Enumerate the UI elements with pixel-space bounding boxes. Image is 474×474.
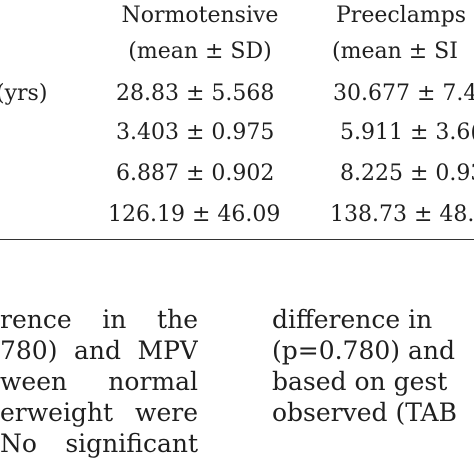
text-line: based on gest xyxy=(272,367,448,396)
table-bottom-rule xyxy=(0,239,474,240)
table-cell: 126.19 ± 46.09 xyxy=(108,202,281,227)
text-line: ween normal xyxy=(0,367,198,396)
column-subheader-normotensive: (mean ± SD) xyxy=(128,39,272,64)
table-cell: 6.887 ± 0.902 xyxy=(116,161,275,186)
text-line: rence in the xyxy=(0,305,198,334)
table-cell: 30.677 ± 7.4 xyxy=(333,81,474,106)
column-header-preeclampsia: Preeclamps xyxy=(336,3,467,28)
text-line: erweight were xyxy=(0,398,198,427)
text-line: difference in xyxy=(272,305,433,334)
column-subheader-preeclampsia: (mean ± SI xyxy=(332,39,458,64)
table-cell: 5.911 ± 3.6( xyxy=(340,120,474,145)
text-line: 780) and MPV xyxy=(0,336,198,365)
table-cell: 28.83 ± 5.568 xyxy=(116,81,275,106)
text-line: (p=0.780) and xyxy=(272,336,455,365)
table-cell: 138.73 ± 48. xyxy=(330,202,474,227)
row-label-age: (yrs) xyxy=(0,81,48,106)
column-header-normotensive: Normotensive xyxy=(121,3,279,28)
text-line: No significant xyxy=(0,429,198,458)
paragraph-left: rence in the 780) and MPV ween normal er… xyxy=(0,304,198,459)
table-cell: 8.225 ± 0.93 xyxy=(340,161,474,186)
text-line: observed (TAB xyxy=(272,398,457,427)
table-cell: 3.403 ± 0.975 xyxy=(116,120,275,145)
paragraph-right: difference in (p=0.780) and based on ges… xyxy=(272,304,474,428)
